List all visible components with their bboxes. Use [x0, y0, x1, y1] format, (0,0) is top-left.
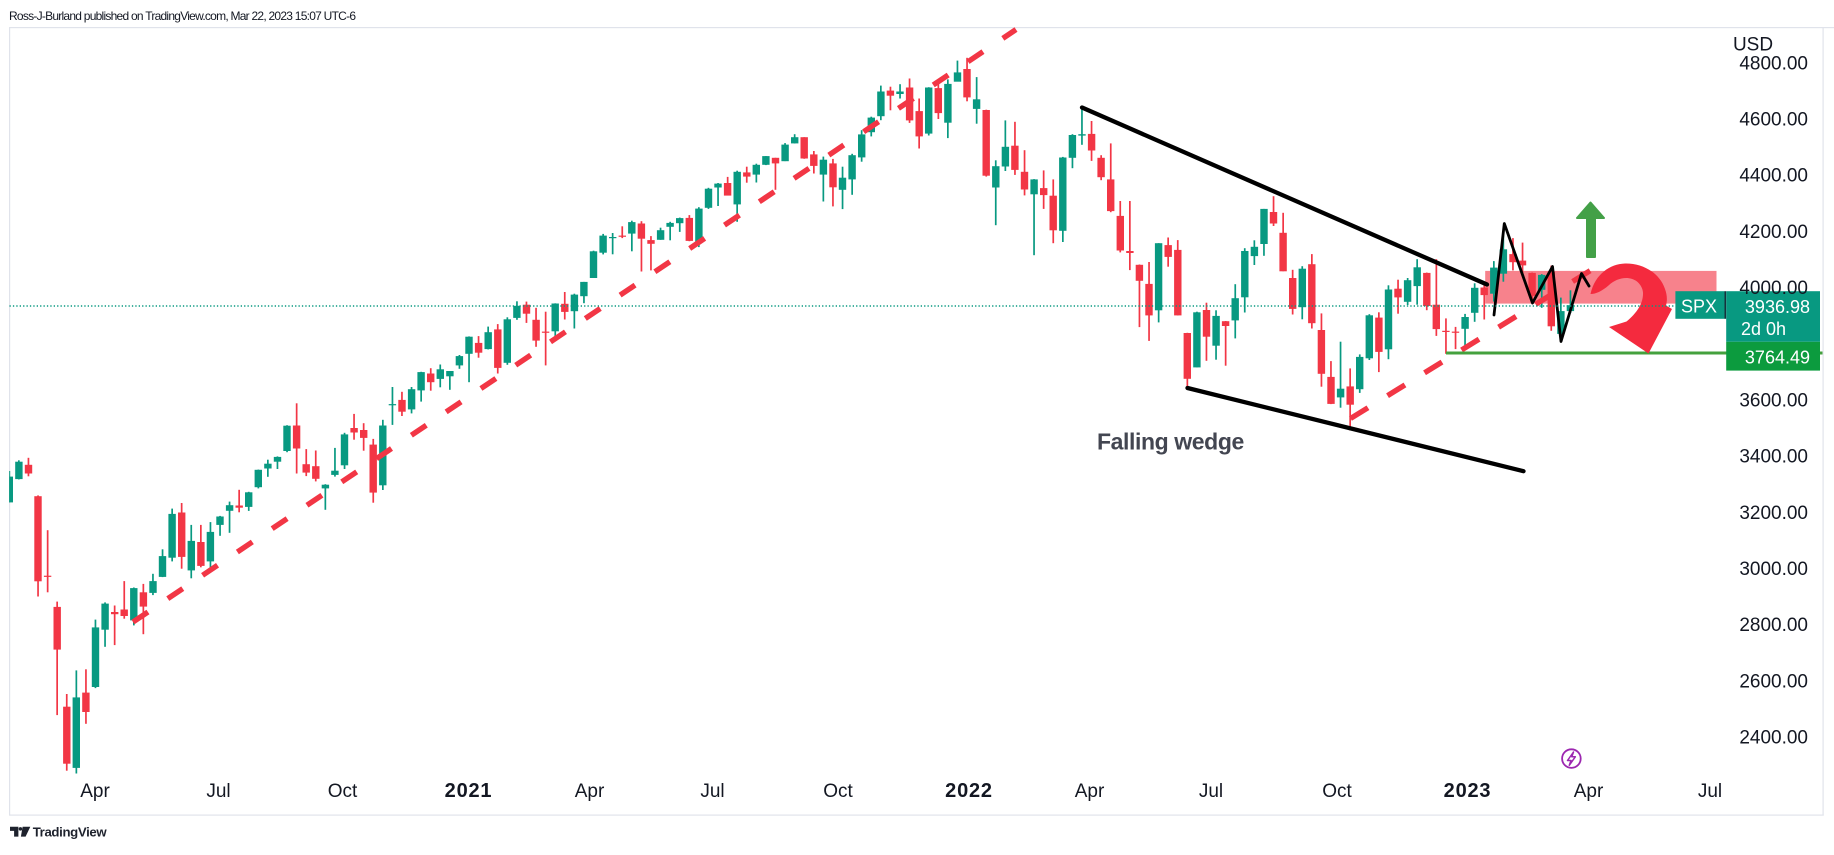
svg-text:SPX: SPX [1681, 297, 1717, 317]
svg-text:Jul: Jul [700, 781, 724, 802]
svg-text:Falling wedge: Falling wedge [1097, 429, 1244, 455]
svg-text:Ross-J-Burland published on Tr: Ross-J-Burland published on TradingView.… [9, 9, 356, 23]
svg-text:TradingView: TradingView [33, 825, 108, 840]
svg-text:2800.00: 2800.00 [1739, 615, 1808, 636]
svg-text:Apr: Apr [1075, 781, 1105, 802]
svg-text:3000.00: 3000.00 [1739, 559, 1808, 580]
svg-text:3400.00: 3400.00 [1739, 447, 1808, 468]
svg-text:2021: 2021 [445, 780, 493, 802]
svg-text:3764.49: 3764.49 [1745, 347, 1810, 367]
svg-text:4800.00: 4800.00 [1739, 53, 1808, 74]
svg-text:Oct: Oct [1322, 781, 1352, 802]
svg-text:4200.00: 4200.00 [1739, 222, 1808, 243]
svg-text:Oct: Oct [823, 781, 853, 802]
svg-text:USD: USD [1733, 35, 1773, 56]
svg-text:4400.00: 4400.00 [1739, 166, 1808, 187]
svg-text:Jul: Jul [206, 781, 230, 802]
svg-text:2023: 2023 [1444, 780, 1492, 802]
svg-text:3600.00: 3600.00 [1739, 390, 1808, 411]
svg-text:2022: 2022 [945, 780, 993, 802]
svg-text:Jul: Jul [1199, 781, 1223, 802]
svg-text:Jul: Jul [1698, 781, 1722, 802]
svg-text:Apr: Apr [575, 781, 605, 802]
svg-text:2d 0h: 2d 0h [1741, 319, 1786, 339]
svg-text:Apr: Apr [1574, 781, 1604, 802]
svg-text:2600.00: 2600.00 [1739, 671, 1808, 692]
svg-text:Oct: Oct [328, 781, 358, 802]
svg-text:2400.00: 2400.00 [1739, 728, 1808, 749]
svg-text:Apr: Apr [80, 781, 110, 802]
svg-text:4600.00: 4600.00 [1739, 110, 1808, 131]
svg-text:3200.00: 3200.00 [1739, 503, 1808, 524]
svg-text:4000.00: 4000.00 [1739, 278, 1808, 299]
svg-text:3936.98: 3936.98 [1745, 297, 1810, 317]
